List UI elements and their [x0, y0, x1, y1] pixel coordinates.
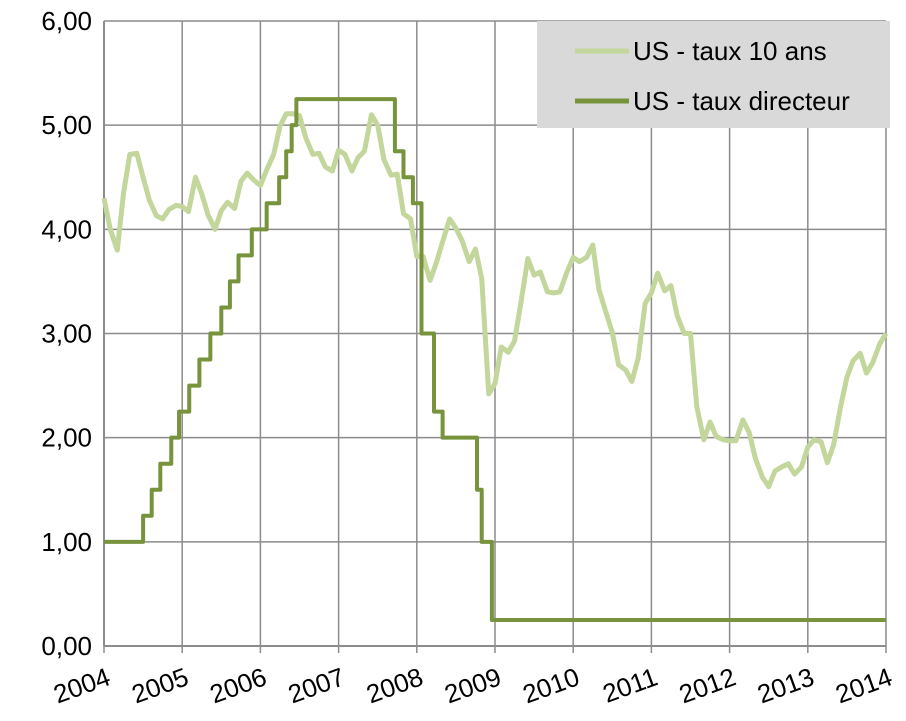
x-tick-label: 2007: [284, 661, 349, 709]
legend: US - taux 10 ans US - taux directeur: [537, 21, 890, 128]
x-tick-label: 2004: [49, 661, 114, 709]
x-tick-label: 2006: [206, 661, 271, 709]
y-tick-label: 3,00: [41, 319, 92, 349]
x-tick-label: 2011: [599, 661, 662, 708]
x-tick-label: 2009: [440, 661, 505, 709]
legend-box: [537, 21, 890, 128]
y-tick-label: 6,00: [41, 6, 92, 36]
x-tick-label: 2012: [675, 661, 740, 709]
x-tick-label: 2014: [831, 661, 896, 709]
y-tick-label: 2,00: [41, 423, 92, 453]
legend-label: US - taux directeur: [633, 86, 850, 116]
series-line: [101, 111, 889, 490]
y-tick-label: 0,00: [41, 631, 92, 661]
x-tick-label: 2005: [128, 661, 193, 709]
legend-label: US - taux 10 ans: [633, 36, 827, 66]
x-tick-label: 2013: [753, 661, 818, 709]
x-tick-label: 2008: [362, 661, 427, 709]
series-line: [104, 97, 886, 622]
y-tick-label: 1,00: [41, 527, 92, 557]
y-tick-label: 5,00: [41, 110, 92, 140]
y-tick-label: 4,00: [41, 214, 92, 244]
x-tick-label: 2010: [519, 661, 584, 709]
